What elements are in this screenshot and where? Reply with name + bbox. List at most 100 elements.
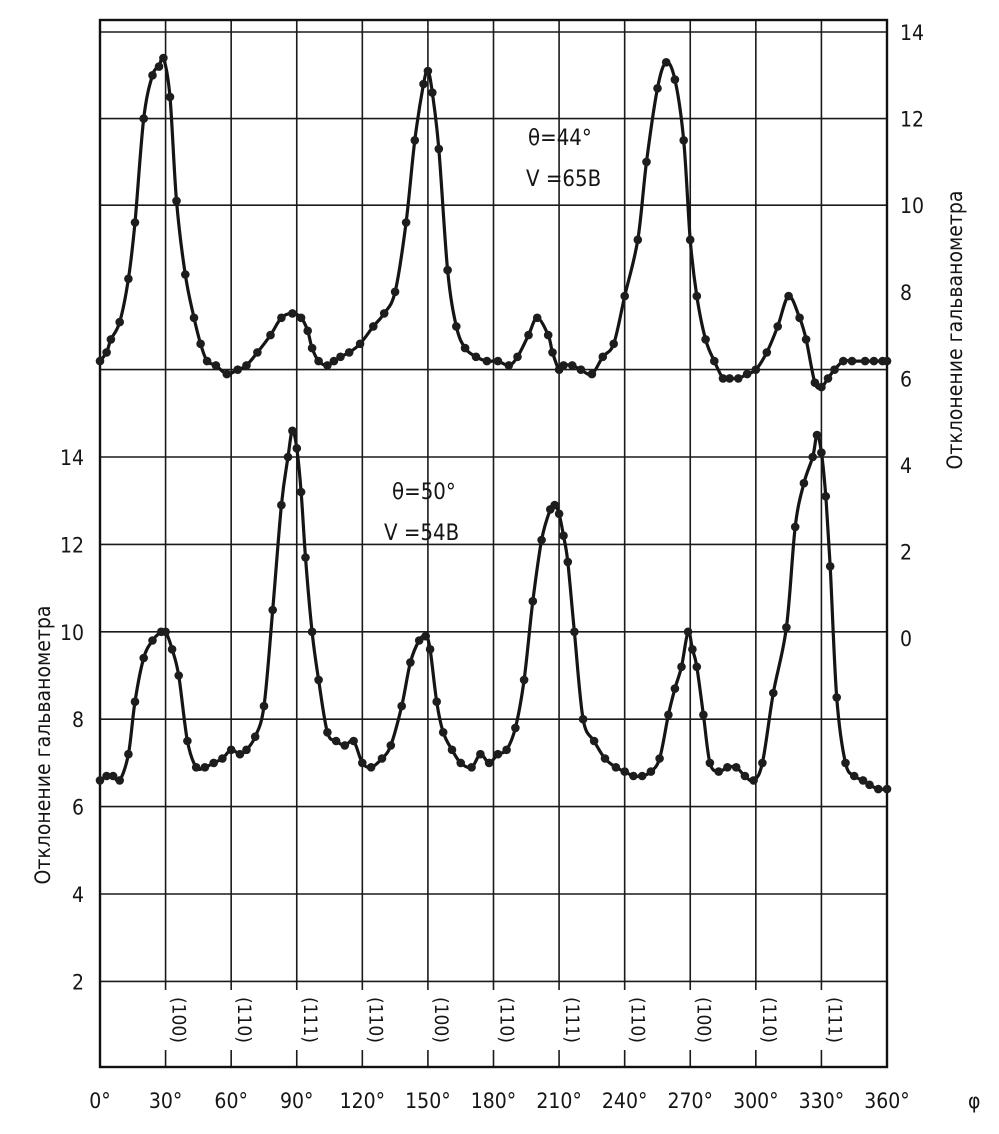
data-point — [191, 763, 201, 772]
data-point — [812, 430, 822, 440]
data-point — [714, 767, 723, 776]
plane-label-bg — [414, 990, 441, 1050]
data-point — [340, 741, 350, 750]
x-tick-label: 180° — [471, 1089, 517, 1113]
data-point — [288, 309, 297, 318]
x-tick-label: 120° — [340, 1089, 386, 1113]
data-point — [559, 361, 568, 370]
data-point — [646, 767, 656, 776]
data-point — [821, 492, 831, 501]
data-point — [139, 653, 148, 663]
data-point — [699, 710, 708, 720]
data-point — [379, 309, 389, 318]
x-tick-label: 330° — [799, 1089, 845, 1113]
x-tick-label: 360° — [864, 1089, 910, 1113]
series-annotation-top-voltage: V =65B — [526, 167, 601, 192]
data-point — [432, 697, 442, 706]
right-tick-label: 14 — [900, 21, 924, 45]
data-point — [148, 71, 157, 80]
data-point — [296, 313, 306, 323]
data-point — [742, 369, 752, 379]
data-point — [587, 369, 597, 379]
data-point — [710, 356, 719, 366]
data-point — [222, 369, 232, 379]
data-point — [762, 348, 772, 357]
data-point — [406, 658, 415, 667]
data-point — [683, 627, 693, 637]
data-point — [419, 79, 428, 89]
data-point — [124, 749, 133, 759]
data-point — [502, 745, 511, 755]
data-point — [655, 754, 664, 763]
x-tick-label: 300° — [733, 1089, 779, 1113]
data-point — [344, 348, 354, 357]
data-point — [578, 714, 588, 724]
data-point — [705, 758, 715, 768]
plane-label: (111) — [561, 997, 583, 1043]
data-point — [524, 330, 533, 340]
data-point — [782, 623, 791, 632]
x-tick-label: 150° — [405, 1089, 451, 1113]
plane-label: (100) — [692, 997, 714, 1043]
data-point — [830, 365, 839, 375]
data-point — [159, 53, 168, 63]
data-point — [102, 348, 111, 357]
data-point — [504, 361, 514, 370]
data-point — [154, 62, 164, 71]
plane-label-bg — [152, 990, 179, 1050]
data-point — [130, 218, 140, 227]
data-point — [253, 348, 262, 357]
data-point — [183, 736, 192, 746]
data-point — [832, 693, 841, 702]
data-point — [810, 378, 820, 388]
data-point — [189, 313, 199, 323]
data-point — [349, 736, 358, 746]
data-point — [773, 322, 782, 331]
x-tick-label: 270° — [668, 1089, 714, 1113]
data-point — [620, 291, 629, 301]
data-point — [209, 758, 218, 768]
data-point — [484, 758, 494, 768]
data-point — [460, 343, 470, 353]
tick-labels: 0° 30° 60° 90° 120° 150° 180° 210° 240° 270° 300° 3… — [60, 21, 924, 1113]
right-tick-label: 2 — [900, 541, 912, 565]
data-point — [172, 196, 181, 206]
data-point — [869, 356, 879, 366]
data-point — [769, 688, 778, 698]
data-point — [670, 684, 680, 693]
right-tick-label: 8 — [900, 281, 912, 305]
data-point — [259, 701, 269, 711]
data-point — [653, 84, 662, 93]
plane-label: (110) — [364, 997, 386, 1043]
right-tick-label: 10 — [900, 194, 924, 218]
data-point — [443, 265, 452, 275]
left-tick-label: 10 — [60, 621, 84, 645]
data-point — [467, 763, 476, 772]
plane-label: (110) — [758, 997, 780, 1043]
data-point — [758, 758, 767, 768]
data-point — [554, 509, 564, 519]
data-point — [620, 767, 629, 776]
data-point — [438, 728, 448, 737]
left-tick-label: 4 — [72, 883, 84, 907]
data-point — [482, 356, 492, 366]
data-point — [692, 662, 702, 672]
data-point — [139, 114, 148, 123]
data-point — [106, 335, 116, 344]
plane-label-bg — [218, 990, 245, 1050]
data-point — [799, 478, 809, 488]
plane-label: (110) — [233, 997, 255, 1043]
left-tick-label: 8 — [72, 708, 84, 732]
data-point — [434, 144, 444, 154]
data-point — [336, 352, 345, 362]
data-point — [414, 636, 424, 645]
plane-label: (110) — [496, 997, 518, 1043]
data-point — [95, 356, 105, 366]
data-point — [292, 444, 302, 453]
data-point — [532, 313, 542, 323]
data-point — [841, 758, 850, 768]
data-point — [329, 356, 339, 366]
data-point — [550, 500, 559, 510]
data-point — [331, 736, 341, 746]
